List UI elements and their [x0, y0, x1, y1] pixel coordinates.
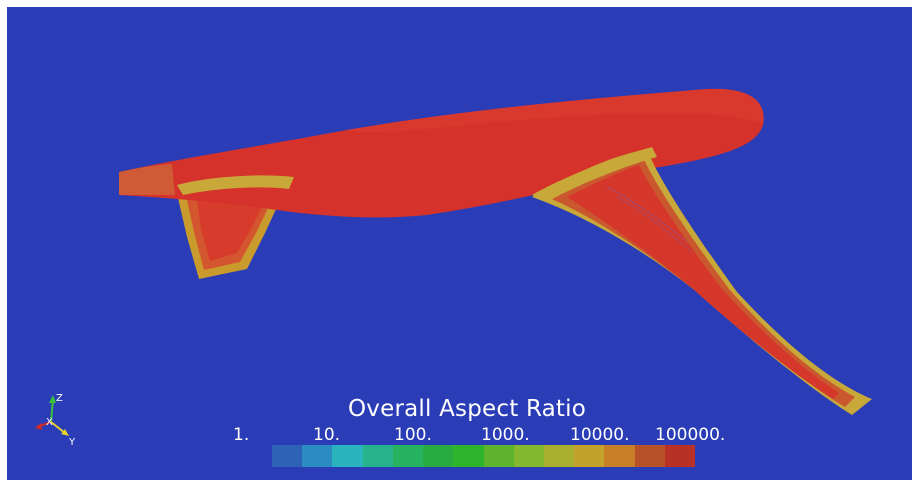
aircraft-mesh — [119, 88, 872, 415]
colorbar-segment — [543, 445, 575, 467]
colorbar-segment — [423, 445, 454, 467]
colorbar-tick-1000: 1000. — [481, 425, 530, 445]
colorbar-segment — [513, 445, 544, 467]
axis-y-label: Y — [68, 437, 76, 447]
colorbar-segment — [362, 445, 393, 467]
colorbar-segment — [634, 445, 665, 467]
render-viewport[interactable]: Overall Aspect Ratio 1. 10. 100. 1000. 1… — [7, 7, 912, 480]
colorbar-tick-1: 1. — [233, 425, 250, 445]
colorbar-tick-10000: 10000. — [570, 425, 630, 445]
colorbar-tick-100: 100. — [394, 425, 432, 445]
colorbar-tick-100000: 100000. — [655, 425, 726, 445]
colorbar-segment — [272, 445, 303, 467]
colorbar-segment — [392, 445, 424, 467]
tail-root — [177, 175, 294, 195]
axis-x-label: X — [46, 417, 53, 428]
colorbar-segment — [453, 445, 484, 467]
colorbar-segment — [483, 445, 514, 467]
colorbar-segment — [664, 445, 696, 467]
orientation-axes: Z X Y — [35, 393, 76, 447]
colorbar-title: Overall Aspect Ratio — [348, 396, 586, 422]
colorbar — [272, 445, 696, 467]
colorbar-segment — [332, 445, 363, 467]
colorbar-segment — [302, 445, 333, 467]
colorbar-segment — [574, 445, 605, 467]
axis-z-label: Z — [56, 393, 63, 404]
colorbar-tick-10: 10. — [313, 425, 341, 445]
colorbar-segment — [604, 445, 635, 467]
